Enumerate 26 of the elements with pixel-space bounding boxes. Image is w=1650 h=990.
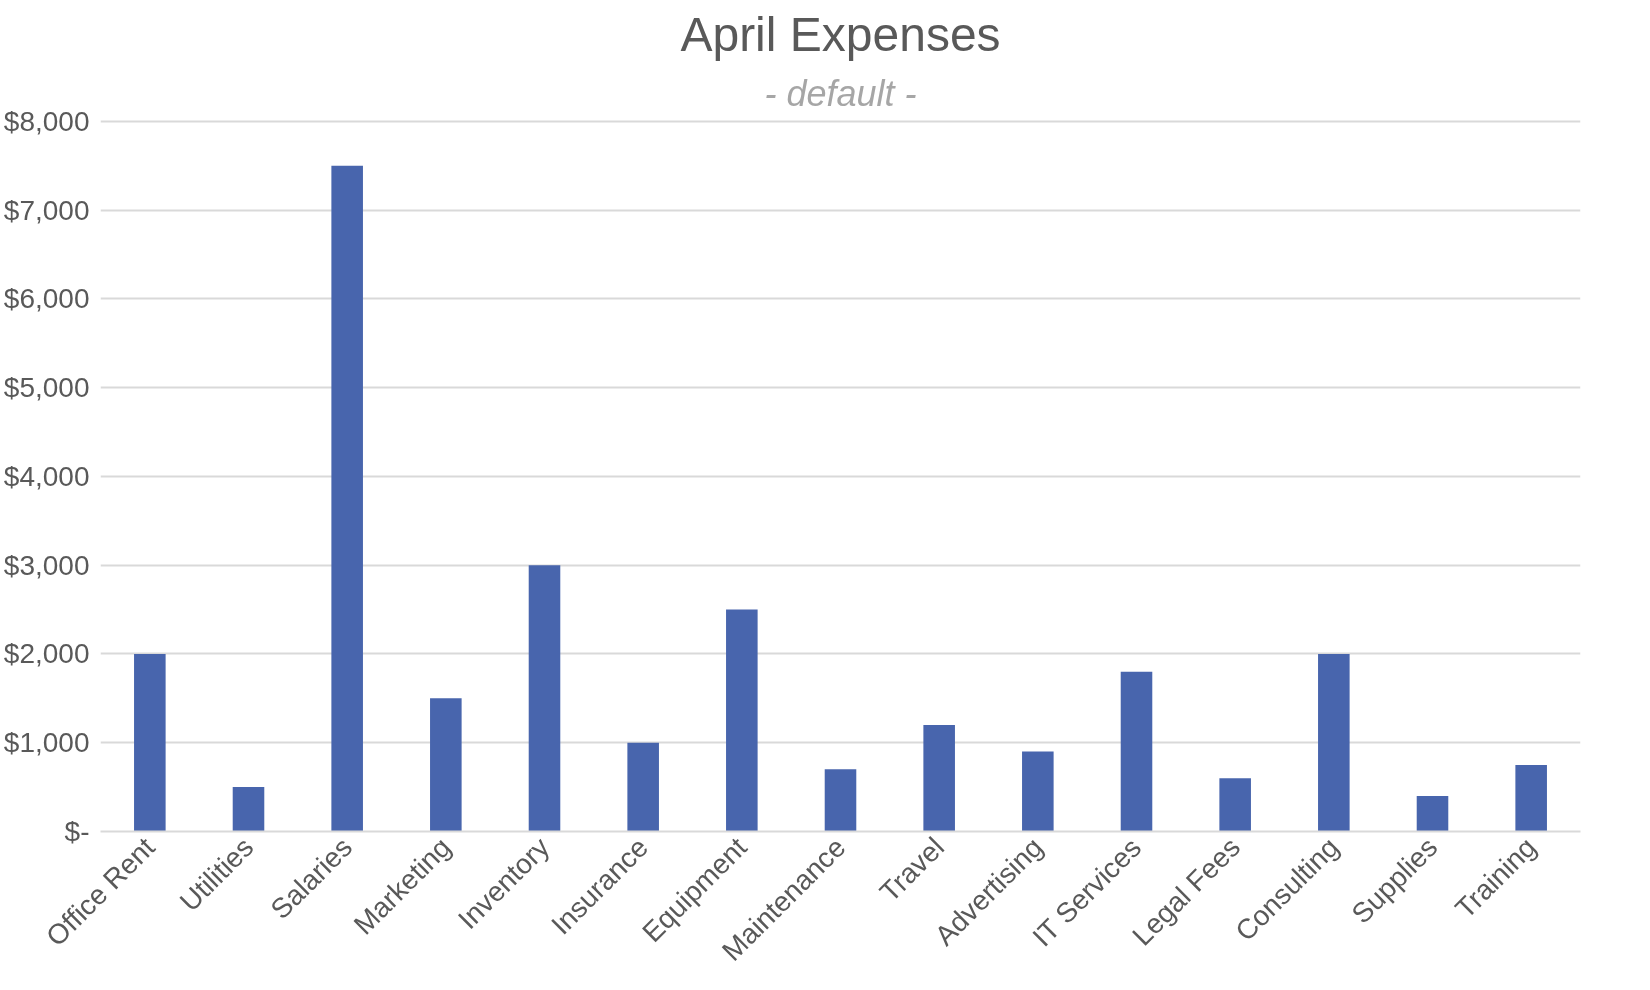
bar (430, 698, 462, 832)
bar (627, 742, 659, 832)
y-tick-label: $- (64, 816, 90, 847)
bar (1416, 795, 1449, 832)
y-tick-label: $4,000 (3, 460, 90, 492)
bar (923, 724, 955, 832)
bar (726, 609, 758, 832)
y-tick-label: $5,000 (3, 372, 90, 404)
y-tick-label: $7,000 (3, 194, 90, 226)
y-tick-label: $1,000 (3, 727, 90, 759)
bar (232, 787, 265, 832)
bar (134, 653, 166, 832)
bar (1219, 778, 1251, 832)
chart-subtitle: - default - (764, 72, 917, 114)
bar (1515, 764, 1547, 832)
bar (1022, 751, 1054, 832)
chart-title: April Expenses (680, 7, 1001, 61)
bar (824, 769, 857, 832)
y-tick-label: $8,000 (3, 105, 90, 137)
bar (1318, 653, 1350, 832)
bar (1120, 671, 1153, 832)
y-tick-label: $6,000 (3, 283, 90, 315)
bar (331, 165, 363, 832)
y-tick-label: $2,000 (3, 638, 90, 670)
y-tick-label: $3,000 (3, 549, 90, 581)
bar (528, 565, 561, 832)
